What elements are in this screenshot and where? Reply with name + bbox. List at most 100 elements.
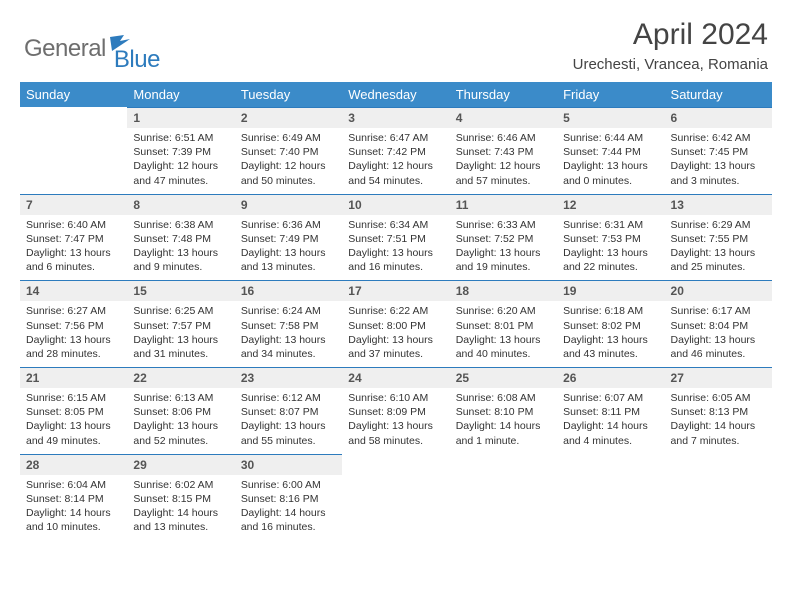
calendar-cell: Sunrise: 6:49 AMSunset: 7:40 PMDaylight:… [235, 128, 342, 194]
day-number: 9 [235, 194, 342, 215]
day-number: 7 [20, 194, 127, 215]
day-content: Sunrise: 6:24 AMSunset: 7:58 PMDaylight:… [235, 301, 342, 367]
sunrise-line: Sunrise: 6:36 AM [241, 218, 336, 232]
sunrise-line: Sunrise: 6:25 AM [133, 304, 228, 318]
empty-cell [342, 454, 449, 475]
day-number: 19 [557, 280, 664, 301]
daylight-line: Daylight: 13 hours and 28 minutes. [26, 333, 121, 361]
daycontent-row: Sunrise: 6:51 AMSunset: 7:39 PM Daylight:… [20, 128, 772, 194]
sunset-line: Sunset: 7:39 PM [133, 145, 228, 159]
sunset-line: Sunset: 7:57 PM [133, 319, 228, 333]
sunrise-line: Sunrise: 6:00 AM [241, 478, 336, 492]
day-number: 6 [665, 107, 772, 128]
day-number: 29 [127, 454, 234, 475]
sunset-line: Sunset: 7:44 PM [563, 145, 658, 159]
day-content: Sunrise: 6:22 AMSunset: 8:00 PMDaylight:… [342, 301, 449, 367]
calendar-cell: 2 [235, 107, 342, 128]
daylight-line: Daylight: 13 hours and 9 minutes. [133, 246, 228, 274]
sunrise-line: Sunrise: 6:10 AM [348, 391, 443, 405]
day-number: 3 [342, 107, 449, 128]
calendar-cell: Sunrise: 6:38 AMSunset: 7:48 PMDaylight:… [127, 215, 234, 281]
calendar-cell: Sunrise: 6:51 AMSunset: 7:39 PMDaylight:… [127, 128, 234, 194]
calendar-table: SundayMondayTuesdayWednesdayThursdayFrid… [20, 82, 772, 540]
calendar-cell: Sunrise: 6:33 AMSunset: 7:52 PMDaylight:… [450, 215, 557, 281]
daylight-line: Daylight: 13 hours and 34 minutes. [241, 333, 336, 361]
calendar-cell: Sunrise: 6:29 AMSunset: 7:55 PMDaylight:… [665, 215, 772, 281]
location: Urechesti, Vrancea, Romania [573, 56, 768, 73]
logo-text-2: Blue [114, 46, 160, 74]
sunrise-line: Sunrise: 6:12 AM [241, 391, 336, 405]
sunset-line: Sunset: 8:02 PM [563, 319, 658, 333]
calendar-cell: 6 [665, 107, 772, 128]
calendar-cell: Sunrise: 6:42 AMSunset: 7:45 PMDaylight:… [665, 128, 772, 194]
calendar-cell: 17 [342, 280, 449, 301]
calendar-cell: 25 [450, 367, 557, 388]
calendar-cell: Sunrise: 6:02 AMSunset: 8:15 PMDaylight:… [127, 475, 234, 541]
daylight-line: Daylight: 13 hours and 52 minutes. [133, 419, 228, 447]
daycontent-row: Sunrise: 6:04 AMSunset: 8:14 PMDaylight:… [20, 475, 772, 541]
day-content: Sunrise: 6:46 AMSunset: 7:43 PMDaylight:… [450, 128, 557, 194]
day-content: Sunrise: 6:33 AMSunset: 7:52 PMDaylight:… [450, 215, 557, 281]
sunset-line: Sunset: 8:09 PM [348, 405, 443, 419]
day-content: Sunrise: 6:02 AMSunset: 8:15 PMDaylight:… [127, 475, 234, 541]
daynum-row: 78910111213 [20, 194, 772, 215]
day-content: Sunrise: 6:08 AMSunset: 8:10 PMDaylight:… [450, 388, 557, 454]
sunrise-line: Sunrise: 6:31 AM [563, 218, 658, 232]
daynum-row: 282930 [20, 454, 772, 475]
calendar-cell: 12 [557, 194, 664, 215]
day-number: 27 [665, 367, 772, 388]
day-number: 21 [20, 367, 127, 388]
day-header: Thursday [450, 82, 557, 107]
sunset-line: Sunset: 7:56 PM [26, 319, 121, 333]
day-content: Sunrise: 6:42 AMSunset: 7:45 PMDaylight:… [665, 128, 772, 194]
sunset-line: Sunset: 7:58 PM [241, 319, 336, 333]
sunset-line: Sunset: 7:49 PM [241, 232, 336, 246]
sunset-line: Sunset: 7:47 PM [26, 232, 121, 246]
day-number: 28 [20, 454, 127, 475]
day-number: 8 [127, 194, 234, 215]
calendar-cell: Sunrise: 6:00 AMSunset: 8:16 PMDaylight:… [235, 475, 342, 541]
sunrise-line: Sunrise: 6:02 AM [133, 478, 228, 492]
daylight-line: Daylight: 14 hours and 4 minutes. [563, 419, 658, 447]
calendar-cell: Sunrise: 6:15 AMSunset: 8:05 PMDaylight:… [20, 388, 127, 454]
calendar-cell: 26 [557, 367, 664, 388]
empty-cell [20, 107, 127, 128]
sunrise-line: Sunrise: 6:47 AM [348, 131, 443, 145]
daylight-line: Daylight: 13 hours and 13 minutes. [241, 246, 336, 274]
calendar-header-row: SundayMondayTuesdayWednesdayThursdayFrid… [20, 82, 772, 107]
day-number: 24 [342, 367, 449, 388]
day-content: Sunrise: 6:51 AMSunset: 7:39 PMDaylight:… [127, 128, 234, 194]
day-header: Sunday [20, 82, 127, 107]
sunset-line: Sunset: 8:13 PM [671, 405, 766, 419]
empty-cell [665, 454, 772, 475]
sunset-line: Sunset: 7:42 PM [348, 145, 443, 159]
day-number: 26 [557, 367, 664, 388]
day-content: Sunrise: 6:38 AMSunset: 7:48 PMDaylight:… [127, 215, 234, 281]
calendar-cell: Sunrise: 6:10 AMSunset: 8:09 PMDaylight:… [342, 388, 449, 454]
calendar-cell: 28 [20, 454, 127, 475]
sunrise-line: Sunrise: 6:22 AM [348, 304, 443, 318]
calendar-cell: Sunrise: 6:36 AMSunset: 7:49 PMDaylight:… [235, 215, 342, 281]
daylight-line: Daylight: 13 hours and 31 minutes. [133, 333, 228, 361]
daynum-row: 21222324252627 [20, 367, 772, 388]
sunrise-line: Sunrise: 6:20 AM [456, 304, 551, 318]
daylight-line: Daylight: 12 hours and 57 minutes. [456, 159, 551, 187]
day-content: Sunrise: 6:13 AMSunset: 8:06 PMDaylight:… [127, 388, 234, 454]
sunset-line: Sunset: 8:04 PM [671, 319, 766, 333]
day-number: 2 [235, 107, 342, 128]
sunrise-line: Sunrise: 6:05 AM [671, 391, 766, 405]
calendar-cell: Sunrise: 6:04 AMSunset: 8:14 PMDaylight:… [20, 475, 127, 541]
sunrise-line: Sunrise: 6:42 AM [671, 131, 766, 145]
sunrise-line: Sunrise: 6:24 AM [241, 304, 336, 318]
calendar-cell: 24 [342, 367, 449, 388]
daylight-line: Daylight: 13 hours and 22 minutes. [563, 246, 658, 274]
calendar-cell: 19 [557, 280, 664, 301]
daylight-line: Daylight: 14 hours and 13 minutes. [133, 506, 228, 534]
sunrise-line: Sunrise: 6:51 AM [133, 131, 228, 145]
day-content: Sunrise: 6:07 AMSunset: 8:11 PMDaylight:… [557, 388, 664, 454]
day-content: Sunrise: 6:20 AMSunset: 8:01 PMDaylight:… [450, 301, 557, 367]
sunrise-line: Sunrise: 6:08 AM [456, 391, 551, 405]
daylight-line: Daylight: 13 hours and 37 minutes. [348, 333, 443, 361]
calendar-cell: Sunrise: 6:40 AMSunset: 7:47 PMDaylight:… [20, 215, 127, 281]
sunrise-line: Sunrise: 6:34 AM [348, 218, 443, 232]
